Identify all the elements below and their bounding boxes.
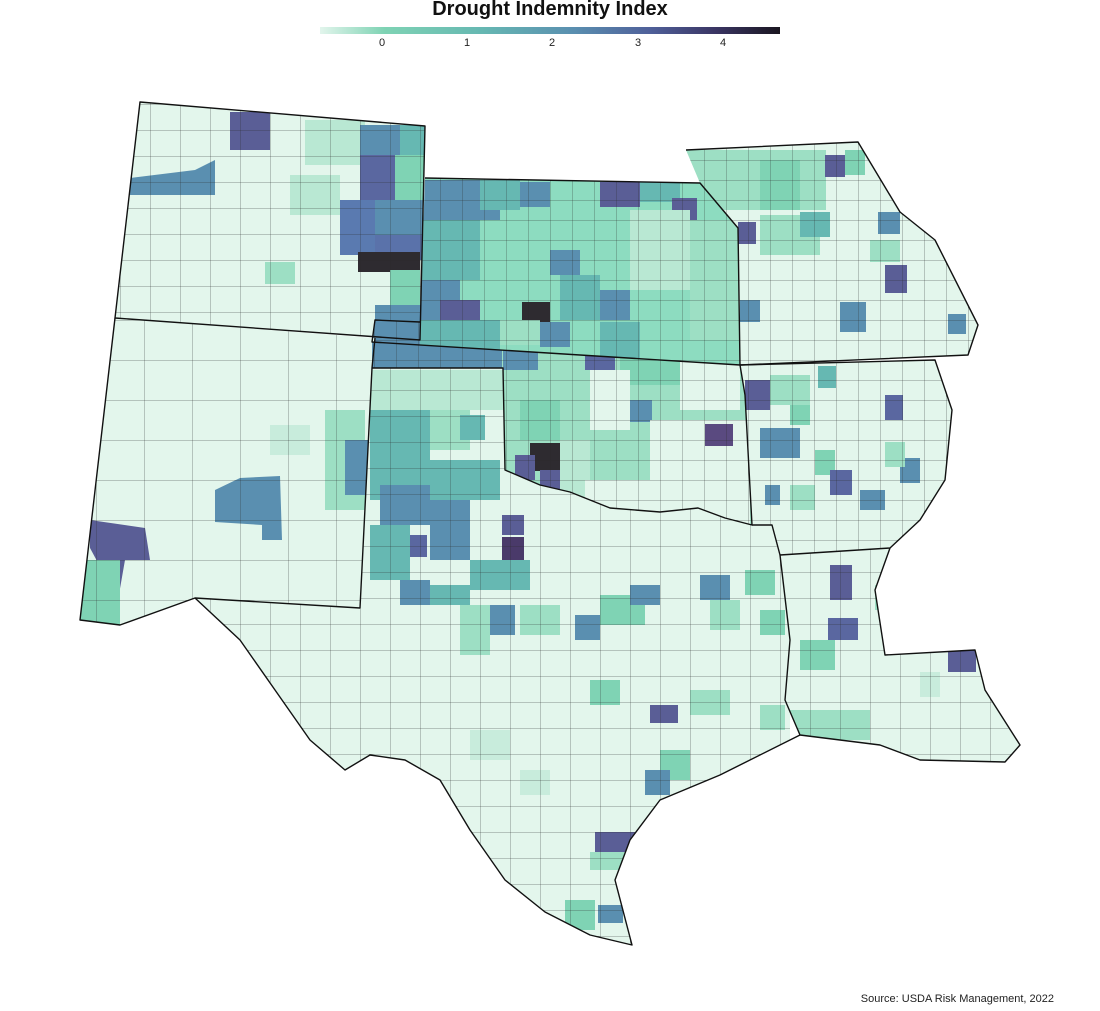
state-colorado: [115, 102, 425, 340]
state-arkansas: [740, 360, 952, 555]
state-new-mexico: [80, 318, 375, 625]
legend-tick-2: 2: [548, 37, 556, 49]
map-title: Drought Indemnity Index: [432, 0, 668, 20]
source-caption: Source: USDA Risk Management, 2022: [860, 993, 1054, 1005]
legend-color-bar: [320, 27, 780, 34]
color-legend: 0 1 2 3 4: [320, 27, 780, 57]
legend-tick-1: 1: [463, 37, 471, 49]
state-boundaries: [79, 101, 1021, 946]
legend-tick-3: 3: [634, 37, 642, 49]
legend-tick-4: 4: [719, 37, 727, 49]
legend-tick-0: 0: [378, 37, 386, 49]
